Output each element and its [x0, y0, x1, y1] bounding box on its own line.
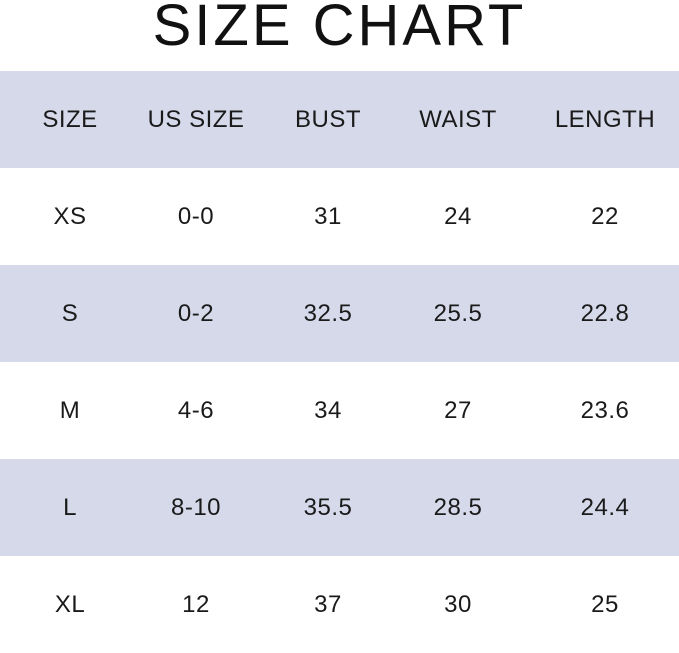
cell-length: 23.6	[580, 396, 630, 424]
cell-bust: 31	[314, 202, 342, 230]
table-row: L 8-10 35.5 28.5 24.4	[0, 459, 679, 556]
cell-waist: 25.5	[433, 299, 483, 327]
cell-waist: 27	[444, 396, 472, 424]
cell-size: XL	[54, 590, 86, 618]
header-length: LENGTH	[554, 105, 656, 133]
cell-us-size: 12	[182, 590, 210, 618]
cell-length: 24.4	[580, 493, 630, 521]
header-waist: WAIST	[419, 105, 497, 133]
cell-waist: 24	[444, 202, 472, 230]
cell-bust: 35.5	[303, 493, 353, 521]
cell-bust: 34	[314, 396, 342, 424]
cell-size: M	[59, 396, 81, 424]
table-row: XS 0-0 31 24 22	[0, 168, 679, 265]
header-size: SIZE	[42, 105, 98, 133]
cell-size: S	[61, 299, 79, 327]
cell-length: 22.8	[580, 299, 630, 327]
cell-size: L	[63, 493, 77, 521]
cell-waist: 30	[444, 590, 472, 618]
header-bust: BUST	[294, 105, 362, 133]
cell-us-size: 8-10	[170, 493, 222, 521]
cell-size: XS	[53, 202, 87, 230]
cell-bust: 37	[314, 590, 342, 618]
cell-us-size: 0-2	[177, 299, 215, 327]
table-row: M 4-6 34 27 23.6	[0, 362, 679, 459]
cell-length: 22	[591, 202, 619, 230]
size-table: SIZE US SIZE BUST WAIST LENGTH XS 0-0 31…	[0, 71, 679, 653]
table-row: S 0-2 32.5 25.5 22.8	[0, 265, 679, 362]
header-us-size: US SIZE	[147, 105, 245, 133]
cell-us-size: 4-6	[177, 396, 215, 424]
page-title: SIZE CHART	[152, 0, 527, 58]
cell-length: 25	[591, 590, 619, 618]
cell-bust: 32.5	[303, 299, 353, 327]
table-header: SIZE US SIZE BUST WAIST LENGTH	[0, 71, 679, 168]
cell-waist: 28.5	[433, 493, 483, 521]
table-row: XL 12 37 30 25	[0, 556, 679, 653]
cell-us-size: 0-0	[177, 202, 215, 230]
